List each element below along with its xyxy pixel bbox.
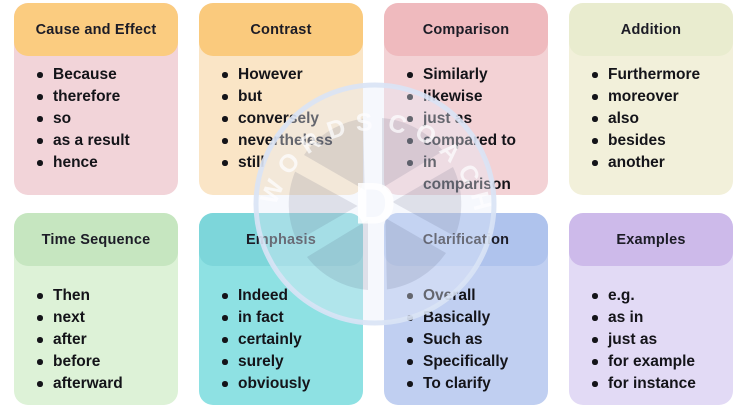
list-item: likewise [406,86,524,108]
card-header: Examples [569,213,733,266]
word-list: Similarly likewise just as compared to i… [384,64,548,195]
word-list: Overall Basically Such as Specifically T… [384,285,548,395]
list-item: just as [406,108,524,130]
list-item: but [221,86,339,108]
card-header: Emphasis [199,213,363,266]
list-item: for instance [591,373,709,395]
list-item: for example [591,351,709,373]
list-item: Then [36,285,154,307]
list-item: after [36,329,154,351]
card-title: Clarification [422,231,510,248]
list-item: obviously [221,373,339,395]
list-item: as a result [36,130,154,152]
word-list: However but conversely nevertheless stil… [199,64,363,174]
card-title: Examples [616,231,686,248]
card-addition: Addition Furthermore moreover also besid… [569,3,733,195]
list-item: Such as [406,329,524,351]
card-clarification: Clarification Overall Basically Such as … [384,213,548,405]
list-item: also [591,108,709,130]
card-header: Cause and Effect [14,3,178,56]
card-time-sequence: Time Sequence Then next after before aft… [14,213,178,405]
card-title: Cause and Effect [35,21,157,38]
card-title: Contrast [250,21,312,38]
list-item: still [221,152,339,174]
list-item: just as [591,329,709,351]
card-header: Comparison [384,3,548,56]
list-item: hence [36,152,154,174]
word-list: Furthermore moreover also besides anothe… [569,64,733,174]
list-item: However [221,64,339,86]
list-item: Basically [406,307,524,329]
list-item: in fact [221,307,339,329]
list-item: Similarly [406,64,524,86]
card-header: Addition [569,3,733,56]
card-contrast: Contrast However but conversely neverthe… [199,3,363,195]
card-header: Time Sequence [14,213,178,266]
list-item: conversely [221,108,339,130]
list-item: in comparison [406,152,524,195]
card-title: Addition [620,21,682,38]
card-title: Comparison [422,21,510,38]
list-item: nevertheless [221,130,339,152]
list-item: next [36,307,154,329]
list-item: e.g. [591,285,709,307]
list-item: compared to [406,130,524,152]
list-item: certainly [221,329,339,351]
list-item: To clarify [406,373,524,395]
list-item: Indeed [221,285,339,307]
word-list: Because therefore so as a result hence [14,64,178,174]
card-cause-and-effect: Cause and Effect Because therefore so as… [14,3,178,195]
card-comparison: Comparison Similarly likewise just as co… [384,3,548,195]
list-item: afterward [36,373,154,395]
card-header: Clarification [384,213,548,266]
list-item: before [36,351,154,373]
card-title: Time Sequence [41,231,151,248]
list-item: another [591,152,709,174]
list-item: Specifically [406,351,524,373]
list-item: so [36,108,154,130]
list-item: therefore [36,86,154,108]
list-item: Furthermore [591,64,709,86]
card-emphasis: Emphasis Indeed in fact certainly surely… [199,213,363,405]
word-list: Indeed in fact certainly surely obviousl… [199,285,363,395]
card-header: Contrast [199,3,363,56]
word-list: e.g. as in just as for example for insta… [569,285,733,395]
word-list: Then next after before afterward [14,285,178,395]
card-title: Emphasis [245,231,317,248]
card-examples: Examples e.g. as in just as for example … [569,213,733,405]
list-item: Overall [406,285,524,307]
list-item: besides [591,130,709,152]
list-item: Because [36,64,154,86]
list-item: surely [221,351,339,373]
list-item: moreover [591,86,709,108]
list-item: as in [591,307,709,329]
